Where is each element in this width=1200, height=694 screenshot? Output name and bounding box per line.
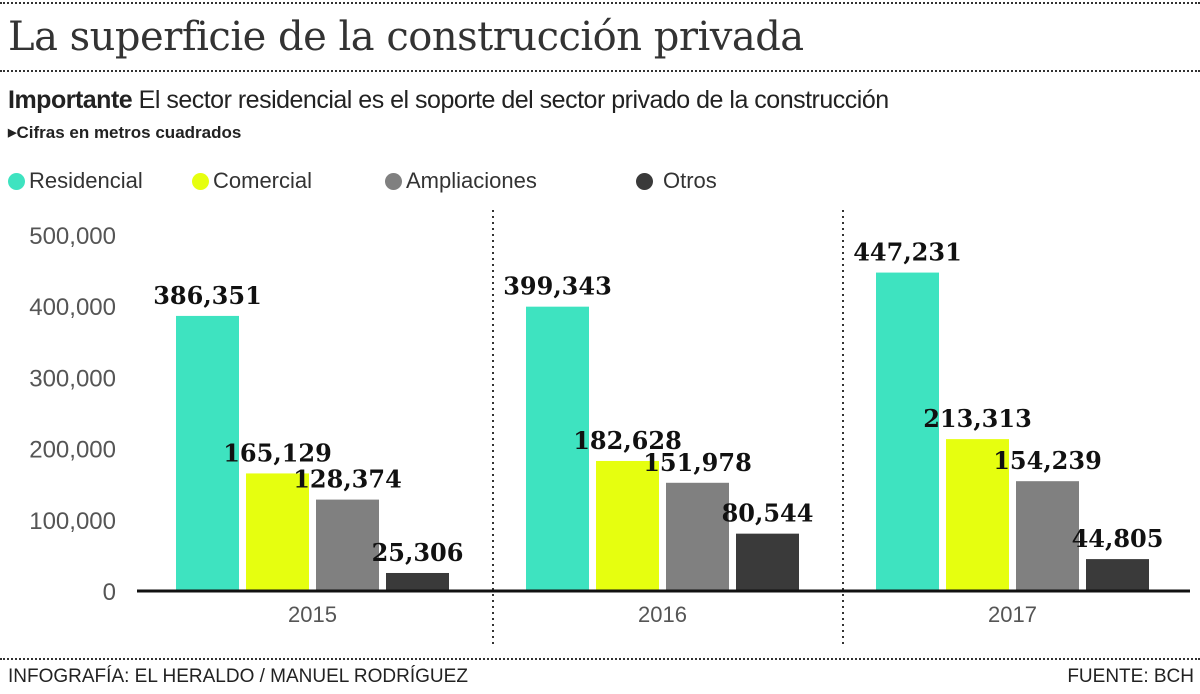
x-tick-label: 2015 xyxy=(288,602,337,627)
legend-label: Residencial xyxy=(29,168,143,193)
data-label: 182,628 xyxy=(573,426,682,455)
data-label: 399,343 xyxy=(503,272,612,301)
bar-comercial-2016 xyxy=(596,460,659,591)
data-label: 154,239 xyxy=(993,446,1102,475)
units-note: ▶Cifras en metros cuadrados xyxy=(8,123,241,143)
subtitle-text: El sector residencial es el soporte del … xyxy=(138,86,890,114)
legend-label: Ampliaciones xyxy=(406,168,537,193)
bar-otros-2016 xyxy=(736,533,799,591)
legend-item-residencial: Residencial xyxy=(8,168,143,194)
y-tick-label: 500,000 xyxy=(29,223,116,250)
units-note-text: Cifras en metros cuadrados xyxy=(16,123,242,142)
bar-otros-2015 xyxy=(386,572,449,591)
triangle-bullet-icon: ▶ xyxy=(8,127,17,139)
x-tick-label: 2016 xyxy=(638,602,687,627)
bar-ampliaciones-2015 xyxy=(316,499,379,591)
y-tick-label: 400,000 xyxy=(29,294,116,321)
bar-residencial-2017 xyxy=(876,272,939,591)
source: FUENTE: BCH xyxy=(1067,666,1194,687)
legend-label: Comercial xyxy=(213,168,313,193)
data-label: 80,544 xyxy=(722,499,814,528)
legend-swatch xyxy=(636,172,653,190)
legend-item-ampliaciones: Ampliaciones xyxy=(385,168,537,194)
data-label: 25,306 xyxy=(372,538,464,567)
y-tick-label: 200,000 xyxy=(29,437,116,464)
bar-residencial-2016 xyxy=(526,306,589,591)
legend-item-otros: Otros xyxy=(636,168,717,194)
bar-comercial-2017 xyxy=(946,439,1009,591)
credit: INFOGRAFÍA: EL HERALDO / MANUEL RODRÍGUE… xyxy=(8,666,468,687)
legend-item-comercial: Comercial xyxy=(192,168,312,194)
data-label: 447,231 xyxy=(853,238,962,267)
legend-label: Otros xyxy=(663,168,717,193)
bar-comercial-2015 xyxy=(246,473,309,591)
title-divider xyxy=(0,70,1200,72)
top-divider xyxy=(0,2,1200,4)
data-label: 213,313 xyxy=(923,404,1032,433)
data-label: 128,374 xyxy=(293,465,402,494)
y-tick-label: 300,000 xyxy=(29,365,116,392)
footer-divider xyxy=(0,658,1200,660)
chart-subtitle: Importante El sector residencial es el s… xyxy=(8,86,889,115)
subtitle-bold: Importante xyxy=(8,86,133,114)
bar-otros-2017 xyxy=(1086,559,1149,591)
legend-swatch xyxy=(385,172,402,190)
bar-ampliaciones-2016 xyxy=(666,482,729,591)
x-tick-label: 2017 xyxy=(988,602,1037,627)
bar-residencial-2015 xyxy=(176,315,239,591)
bar-ampliaciones-2017 xyxy=(1016,481,1079,591)
y-tick-label: 0 xyxy=(103,579,116,606)
data-label: 151,978 xyxy=(643,448,752,477)
data-label: 165,129 xyxy=(223,438,332,467)
legend-swatch xyxy=(8,172,25,190)
y-tick-label: 100,000 xyxy=(29,508,116,535)
chart-title: La superficie de la construcción privada xyxy=(8,14,804,60)
legend-swatch xyxy=(192,172,209,190)
data-label: 386,351 xyxy=(153,281,262,310)
data-label: 44,805 xyxy=(1072,524,1164,553)
